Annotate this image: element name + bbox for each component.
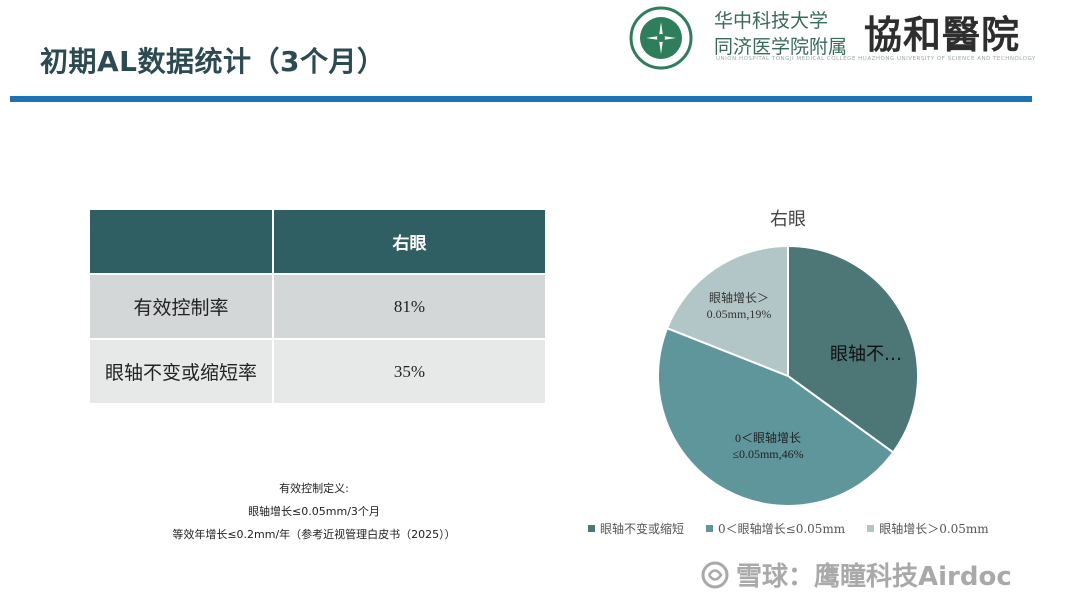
table-row: 有效控制率 81% xyxy=(88,273,547,340)
definition-line: 眼轴增长≤0.05mm/3个月 xyxy=(248,505,380,518)
page-title: 初期AL数据统计（3个月） xyxy=(40,45,386,78)
table-header-row: 右眼 xyxy=(88,208,547,275)
legend-label: 眼轴增长＞0.05mm xyxy=(879,522,989,536)
legend-swatch xyxy=(588,525,595,532)
slice-label: 0.05mm,19% xyxy=(707,307,772,321)
slice-label: 眼轴不… xyxy=(830,344,902,365)
table-header-cell: 右眼 xyxy=(272,208,547,275)
chart-title: 右眼 xyxy=(770,209,806,230)
legend-item: 0＜眼轴增长≤0.05mm xyxy=(706,520,845,537)
row-label: 有效控制率 xyxy=(88,273,274,340)
slice-label: 0＜眼轴增长 xyxy=(735,430,801,445)
logo-university-line2: 同济医学院附属 xyxy=(714,36,848,58)
snowball-logo-icon xyxy=(701,561,729,588)
pie-slice xyxy=(657,326,895,507)
pie-slice xyxy=(665,244,789,378)
logo-hospital-name: 協和醫院 xyxy=(864,12,1021,57)
pie-slice xyxy=(787,244,919,454)
title-divider xyxy=(10,96,1032,102)
definition-heading: 有效控制定义: xyxy=(279,482,349,495)
legend-item: 眼轴不变或缩短 xyxy=(588,520,684,537)
slice-label: 眼轴增长＞ xyxy=(709,290,769,305)
pie-chart: 眼轴不… 0＜眼轴增长 ≤0.05mm,46% 眼轴增长＞ 0.05mm,19% xyxy=(657,244,919,507)
logo-english-line: UNION HOSPITAL TONGJI MEDICAL COLLEGE HU… xyxy=(716,56,1036,62)
table-row: 眼轴不变或缩短率 35% xyxy=(88,338,547,405)
legend-label: 眼轴不变或缩短 xyxy=(600,522,685,536)
hospital-emblem-icon xyxy=(629,6,693,70)
row-label: 眼轴不变或缩短率 xyxy=(88,338,274,405)
slice-label: ≤0.05mm,46% xyxy=(732,447,803,461)
definition-line: 等效年增长≤0.2mm/年（参考近视管理白皮书（2025）） xyxy=(172,528,456,541)
row-value: 81% xyxy=(272,273,547,340)
legend-label: 0＜眼轴增长≤0.05mm xyxy=(718,522,846,536)
stats-table: 右眼 有效控制率 81% 眼轴不变或缩短率 35% xyxy=(88,208,547,405)
legend-swatch xyxy=(867,525,875,532)
legend-swatch xyxy=(706,525,714,532)
watermark: 雪球：鹰瞳科技Airdoc xyxy=(700,556,1012,593)
row-value: 35% xyxy=(272,338,547,405)
legend-item: 眼轴增长＞0.05mm xyxy=(867,520,989,537)
table-header-cell xyxy=(88,208,274,275)
chart-legend: 眼轴不变或缩短 0＜眼轴增长≤0.05mm 眼轴增长＞0.05mm xyxy=(588,520,989,537)
logo-university-line1: 华中科技大学 xyxy=(714,10,829,32)
watermark-text: 雪球：鹰瞳科技Airdoc xyxy=(736,562,1012,592)
